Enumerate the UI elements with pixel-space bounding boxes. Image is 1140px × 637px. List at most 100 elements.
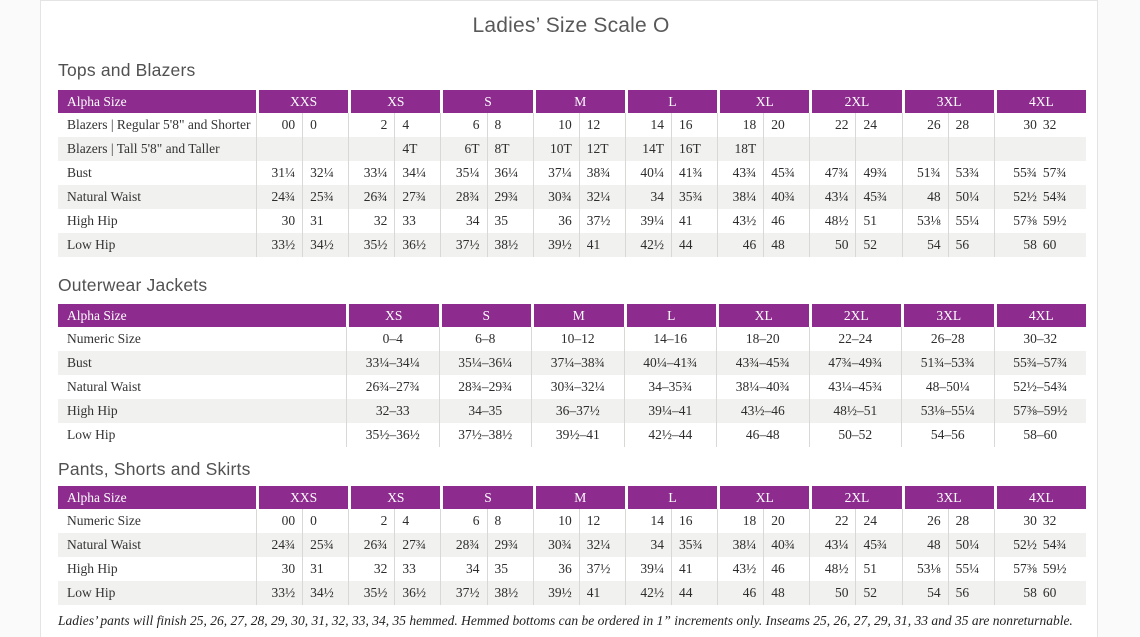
size-cell: 32 (348, 557, 394, 581)
alpha-size-header: Alpha Size (58, 90, 256, 113)
size-cell: 30 (993, 509, 1040, 533)
size-cell: 25¾ (302, 533, 349, 557)
size-cell: 0–4 (346, 327, 439, 351)
size-cell: 8 (486, 509, 533, 533)
size-cell: 24 (855, 113, 901, 137)
alpha-size-header: Alpha Size (58, 486, 256, 509)
size-cell: 34½ (302, 581, 349, 605)
size-cell: 36 (532, 557, 579, 581)
page-title: Ladies’ Size Scale O (472, 14, 670, 37)
size-cell: 43¼ (809, 533, 856, 557)
size-cell: 46 (717, 581, 764, 605)
size-cell: 10–12 (531, 327, 624, 351)
size-cell: 52 (855, 233, 902, 257)
size-cell: 60 (1039, 233, 1086, 257)
size-cell: 24¾ (256, 185, 303, 209)
size-cell: 30 (256, 209, 302, 233)
row-label: Low Hip (58, 581, 256, 605)
size-cell: 12 (578, 113, 625, 137)
size-cell: 39¼ (624, 209, 671, 233)
size-cell: 37¼–38¾ (531, 351, 624, 375)
size-cell: 30¾–32¼ (531, 375, 624, 399)
size-cell: 52 (855, 581, 902, 605)
size-group-header-xs: XS (348, 90, 441, 113)
size-cell: 54–56 (901, 423, 994, 447)
size-cell: 57⅜ (993, 209, 1040, 233)
size-group-header-4xl: 4XL (993, 90, 1086, 113)
size-cell: 36½ (394, 581, 441, 605)
size-cell: 56 (947, 233, 994, 257)
size-cell: 38½ (486, 581, 533, 605)
size-cell: 8T (486, 137, 533, 161)
size-cell: 26¾–27¾ (346, 375, 439, 399)
size-group-header-s: S (440, 486, 533, 509)
size-cell: 29¾ (486, 533, 533, 557)
size-cell: 50 (809, 233, 856, 257)
size-cell: 32¼ (578, 185, 625, 209)
size-cell: 42½ (624, 581, 671, 605)
size-cell: 12T (578, 137, 625, 161)
size-cell: 26¾ (348, 533, 395, 557)
size-cell: 50–52 (808, 423, 902, 447)
size-cell: 22 (809, 113, 855, 137)
size-cell: 46 (717, 233, 764, 257)
size-cell: 51 (855, 557, 901, 581)
size-cell: 4 (394, 113, 440, 137)
size-cell: 36–37½ (531, 399, 624, 423)
size-cell: 58 (993, 581, 1040, 605)
size-cell: 48 (901, 533, 948, 557)
size-cell: 4 (394, 509, 440, 533)
size-cell: 48½–51 (808, 399, 901, 423)
size-cell: 16 (670, 509, 717, 533)
footnote: Ladies’ pants will finish 25, 26, 27, 28… (58, 613, 1073, 628)
size-cell: 20 (763, 113, 809, 137)
row-label: Natural Waist (58, 185, 256, 209)
size-cell (855, 137, 902, 161)
size-cell: 48–50¼ (901, 375, 994, 399)
row-label: Low Hip (58, 233, 256, 257)
size-cell: 40¼ (624, 161, 671, 185)
size-cell: 14 (624, 509, 671, 533)
size-cell: 30 (256, 557, 302, 581)
size-group-header-s: S (438, 304, 531, 327)
size-cell: 32¼ (302, 161, 348, 185)
outerwear-jackets-table: Alpha Size XS S M L XL 2XL 3XL 4XL Numeric Size 0–… (58, 304, 1086, 447)
size-cell: 39½ (532, 233, 579, 257)
size-cell: 57¾ (1042, 165, 1067, 180)
size-cell: 26–28 (901, 327, 994, 351)
size-cell: 34 (624, 185, 671, 209)
size-cell: 40¾ (763, 185, 810, 209)
size-cell: 39¼ (624, 557, 671, 581)
size-cell: 34½ (302, 233, 349, 257)
size-cell: 14–16 (623, 327, 717, 351)
size-cell: 58–60 (993, 423, 1087, 447)
size-cell: 39¼–41 (623, 399, 716, 423)
row-label: High Hip (67, 213, 118, 228)
tops-and-blazers-table: Alpha Size XXS XS S M L XL 2XL 3XL 4XL Blazers | R… (58, 90, 1086, 257)
size-cell: 33½ (256, 233, 303, 257)
size-cell: 52½–54¾ (993, 375, 1087, 399)
section-heading-pants: Pants, Shorts and Skirts (58, 459, 251, 479)
size-cell: 49¾ (855, 161, 901, 185)
size-cell: 54¾ (1039, 533, 1086, 557)
size-cell: 46–48 (716, 423, 809, 447)
size-group-header-l: L (624, 90, 718, 113)
size-cell: 26 (901, 509, 948, 533)
size-cell: 35½ (348, 581, 395, 605)
size-cell: 55¾ (993, 161, 1040, 185)
size-cell: 52½ (993, 185, 1040, 209)
size-cell: 30¾ (532, 533, 579, 557)
size-cell: 26¾ (348, 185, 395, 209)
size-cell: 35 (486, 557, 533, 581)
size-cell: 34 (440, 209, 486, 233)
size-cell: 59½ (1042, 213, 1067, 228)
size-cell (947, 137, 994, 161)
pants-shorts-skirts-table: Alpha Size XXS XS S M L XL 2XL 3XL 4XL Numeric Siz… (58, 486, 1086, 605)
size-cell: 38½ (486, 233, 533, 257)
size-cell: 58 (993, 233, 1040, 257)
size-cell: 28¾–29¾ (438, 375, 532, 399)
size-cell: 35¼ (440, 161, 486, 185)
size-cell: 54 (901, 581, 948, 605)
section-outerwear-jackets: Outerwear Jackets Alpha Size XS S M L XL 2XL 3X… (58, 275, 1086, 447)
